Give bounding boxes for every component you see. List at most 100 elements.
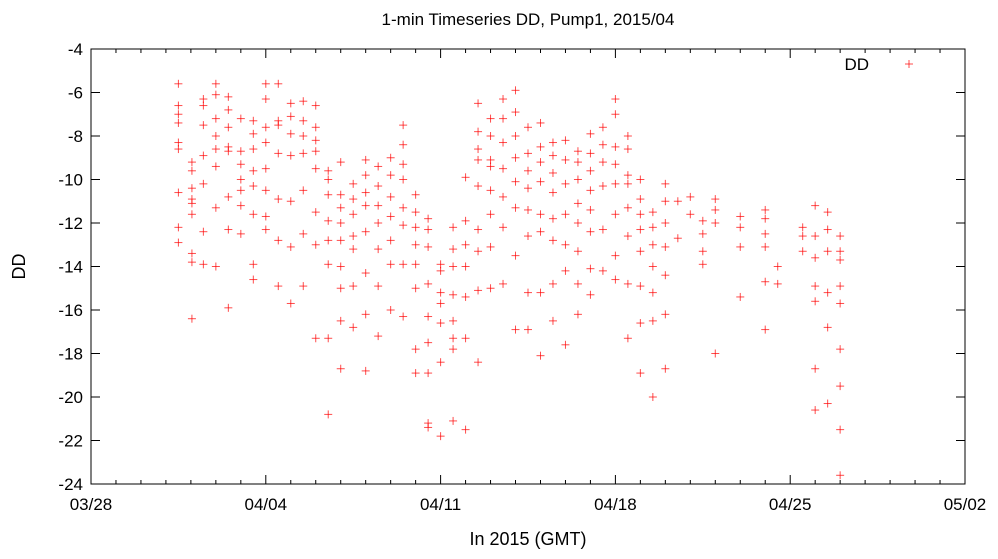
data-point <box>449 345 458 354</box>
data-point <box>261 225 270 234</box>
data-point <box>598 158 607 167</box>
data-point <box>461 425 470 434</box>
data-point <box>648 393 657 401</box>
y-tick-label: -22 <box>58 432 83 451</box>
data-point <box>524 166 532 175</box>
data-point <box>274 121 283 130</box>
data-point <box>636 282 645 291</box>
data-point <box>199 151 208 160</box>
data-point <box>211 79 220 88</box>
data-point <box>499 223 508 232</box>
data-point <box>611 110 620 119</box>
data-point <box>424 312 433 321</box>
data-point <box>249 145 258 154</box>
data-point <box>648 208 657 217</box>
data-point <box>811 297 820 306</box>
data-point <box>661 310 670 319</box>
data-point <box>486 114 495 123</box>
data-point <box>361 201 370 210</box>
data-point <box>311 208 320 217</box>
data-point <box>374 182 383 191</box>
data-point <box>761 242 770 251</box>
data-point <box>236 160 245 169</box>
data-point <box>648 223 657 232</box>
data-point <box>386 236 395 245</box>
data-point <box>411 240 420 249</box>
data-point <box>361 171 370 180</box>
data-point <box>261 138 270 147</box>
data-point <box>586 129 595 138</box>
data-point <box>349 282 358 291</box>
data-point <box>236 186 245 195</box>
data-point <box>324 410 333 419</box>
data-point <box>411 208 420 217</box>
data-point <box>636 247 645 256</box>
data-point <box>199 179 208 188</box>
data-point <box>274 282 283 291</box>
data-point <box>199 260 208 269</box>
data-point <box>548 188 557 197</box>
data-point <box>836 382 845 391</box>
data-point <box>536 227 545 236</box>
data-point <box>286 129 295 138</box>
data-point <box>611 160 620 169</box>
data-point <box>449 316 458 325</box>
data-point <box>449 245 458 254</box>
data-point <box>187 314 196 323</box>
data-point <box>374 332 383 341</box>
data-point <box>199 101 208 110</box>
data-point <box>686 192 695 201</box>
data-point <box>598 182 607 191</box>
data-point <box>524 325 532 334</box>
data-point <box>424 214 433 223</box>
y-tick-label: -6 <box>68 84 83 103</box>
data-point <box>586 264 595 273</box>
data-point <box>586 149 595 158</box>
data-point <box>761 229 770 238</box>
data-point <box>586 290 595 299</box>
data-point <box>511 325 520 334</box>
data-point <box>249 260 258 269</box>
data-point <box>449 262 458 271</box>
data-point <box>399 312 408 321</box>
legend-marker <box>905 60 913 68</box>
data-point <box>511 86 520 95</box>
data-point <box>174 101 183 110</box>
data-point <box>361 366 370 375</box>
data-point <box>623 145 632 154</box>
data-point <box>561 179 570 188</box>
data-point <box>461 292 470 301</box>
data-point <box>836 255 845 264</box>
data-point <box>573 147 582 156</box>
data-point <box>499 279 508 288</box>
data-point <box>199 121 208 130</box>
data-point <box>548 151 557 160</box>
data-point <box>623 334 632 343</box>
data-point <box>474 145 483 154</box>
data-point <box>761 205 770 214</box>
data-point <box>411 284 420 293</box>
data-point <box>499 192 508 201</box>
data-point <box>374 201 383 210</box>
data-point <box>798 223 807 232</box>
data-point <box>548 316 557 325</box>
data-point <box>598 140 607 149</box>
data-point <box>386 192 395 201</box>
data-point <box>436 358 445 367</box>
data-point <box>174 238 183 247</box>
data-point <box>524 288 532 297</box>
data-point <box>261 123 270 132</box>
data-point <box>598 266 607 275</box>
data-point <box>211 114 220 123</box>
data-point <box>536 142 545 151</box>
data-point <box>336 219 345 227</box>
data-point <box>536 351 545 360</box>
data-point <box>399 175 408 184</box>
y-tick-label: -4 <box>68 40 83 59</box>
data-point <box>299 282 308 291</box>
data-point <box>661 219 670 227</box>
data-point <box>698 247 707 256</box>
data-point <box>174 110 183 119</box>
data-point <box>449 416 458 425</box>
data-point <box>736 212 745 221</box>
